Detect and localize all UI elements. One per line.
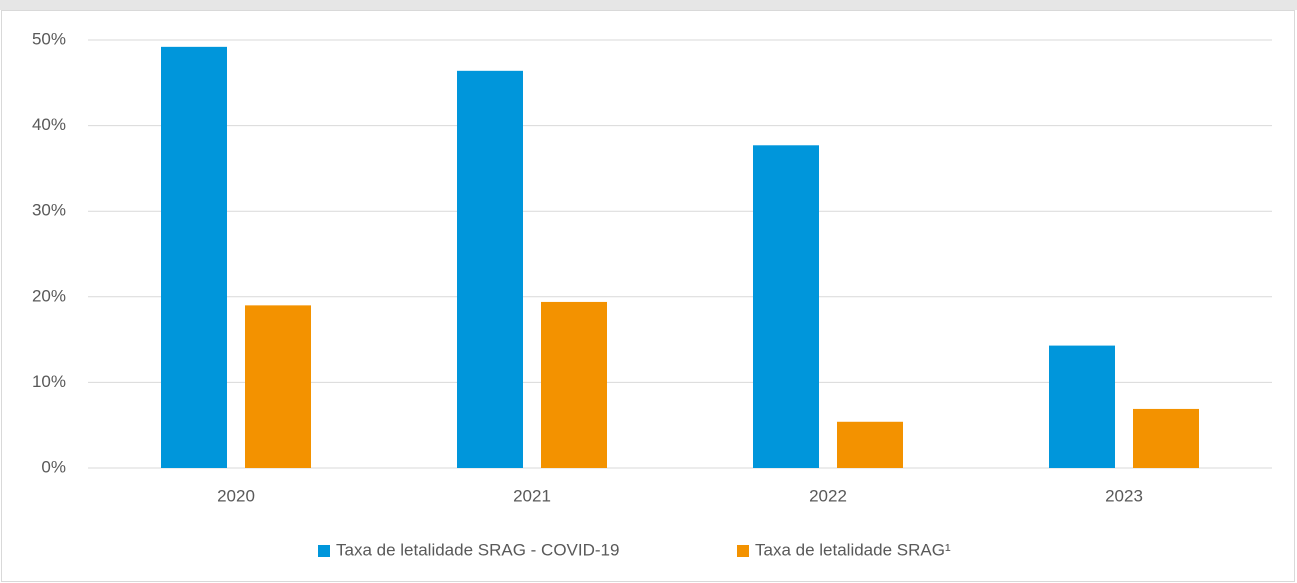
y-tick-label: 30%: [32, 201, 66, 220]
chart-border: [1, 10, 1295, 582]
bar: [837, 421, 903, 468]
x-tick-label: 2020: [217, 486, 255, 505]
y-tick-label: 40%: [32, 115, 66, 134]
bar: [753, 145, 819, 468]
y-tick-label: 10%: [32, 372, 66, 391]
legend-label: Taxa de letalidade SRAG - COVID-19: [336, 540, 619, 559]
legend-swatch: [737, 545, 749, 557]
legend-swatch: [318, 545, 330, 557]
bar: [161, 46, 227, 469]
x-tick-label: 2023: [1105, 486, 1143, 505]
x-tick-label: 2022: [809, 486, 847, 505]
bar: [1049, 345, 1115, 468]
top-band: [0, 0, 1297, 10]
bar: [1133, 408, 1199, 468]
bar: [457, 70, 523, 468]
legend-label: Taxa de letalidade SRAG¹: [755, 540, 951, 559]
x-tick-label: 2021: [513, 486, 551, 505]
y-tick-label: 0%: [41, 457, 66, 476]
y-tick-label: 20%: [32, 286, 66, 305]
y-tick-label: 50%: [32, 29, 66, 48]
bar: [245, 305, 311, 468]
bar: [541, 301, 607, 468]
